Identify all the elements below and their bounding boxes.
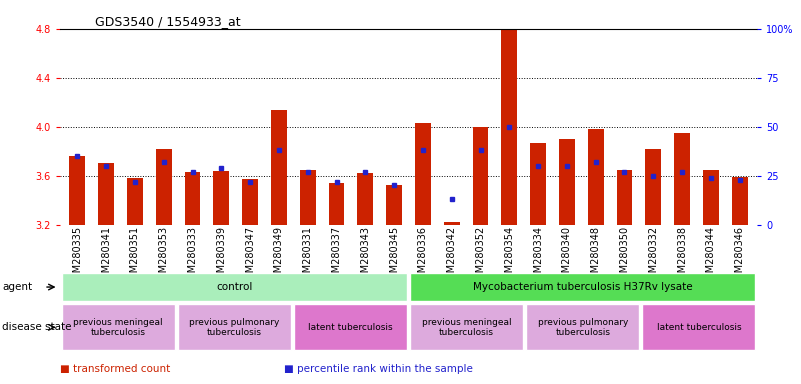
Bar	[415, 123, 431, 225]
Bar	[588, 129, 604, 225]
Bar	[127, 178, 143, 225]
Bar	[732, 177, 747, 225]
Bar	[294, 304, 407, 350]
Text: agent: agent	[2, 282, 33, 292]
Bar	[271, 109, 287, 225]
Bar	[410, 273, 755, 301]
Text: disease state: disease state	[2, 322, 72, 333]
Text: previous meningeal
tuberculosis: previous meningeal tuberculosis	[422, 318, 511, 337]
Bar	[300, 170, 316, 225]
Text: Mycobacterium tuberculosis H37Rv lysate: Mycobacterium tuberculosis H37Rv lysate	[473, 282, 693, 292]
Bar	[184, 172, 200, 225]
Bar	[156, 149, 171, 225]
Bar	[526, 304, 639, 350]
Bar	[473, 127, 489, 225]
Text: previous pulmonary
tuberculosis: previous pulmonary tuberculosis	[537, 318, 628, 337]
Bar	[559, 139, 575, 225]
Text: latent tuberculosis: latent tuberculosis	[308, 323, 392, 332]
Text: previous meningeal
tuberculosis: previous meningeal tuberculosis	[74, 318, 163, 337]
Text: GDS3540 / 1554933_at: GDS3540 / 1554933_at	[95, 15, 240, 28]
Text: latent tuberculosis: latent tuberculosis	[657, 323, 741, 332]
Bar	[501, 30, 517, 225]
Bar	[62, 304, 175, 350]
Bar	[357, 173, 373, 225]
Bar	[703, 170, 718, 225]
Bar	[642, 304, 755, 350]
Bar	[178, 304, 291, 350]
Bar	[530, 142, 546, 225]
Bar	[99, 164, 114, 225]
Text: ■ percentile rank within the sample: ■ percentile rank within the sample	[284, 364, 473, 374]
Bar	[213, 171, 229, 225]
Bar	[386, 185, 402, 225]
Bar	[444, 222, 460, 225]
Bar	[674, 133, 690, 225]
Bar	[646, 149, 661, 225]
Bar	[410, 304, 523, 350]
Bar	[62, 273, 407, 301]
Bar	[242, 179, 258, 225]
Text: previous pulmonary
tuberculosis: previous pulmonary tuberculosis	[189, 318, 280, 337]
Bar	[328, 183, 344, 225]
Bar	[617, 170, 633, 225]
Text: control: control	[216, 282, 252, 292]
Bar	[70, 156, 85, 225]
Text: ■ transformed count: ■ transformed count	[60, 364, 171, 374]
